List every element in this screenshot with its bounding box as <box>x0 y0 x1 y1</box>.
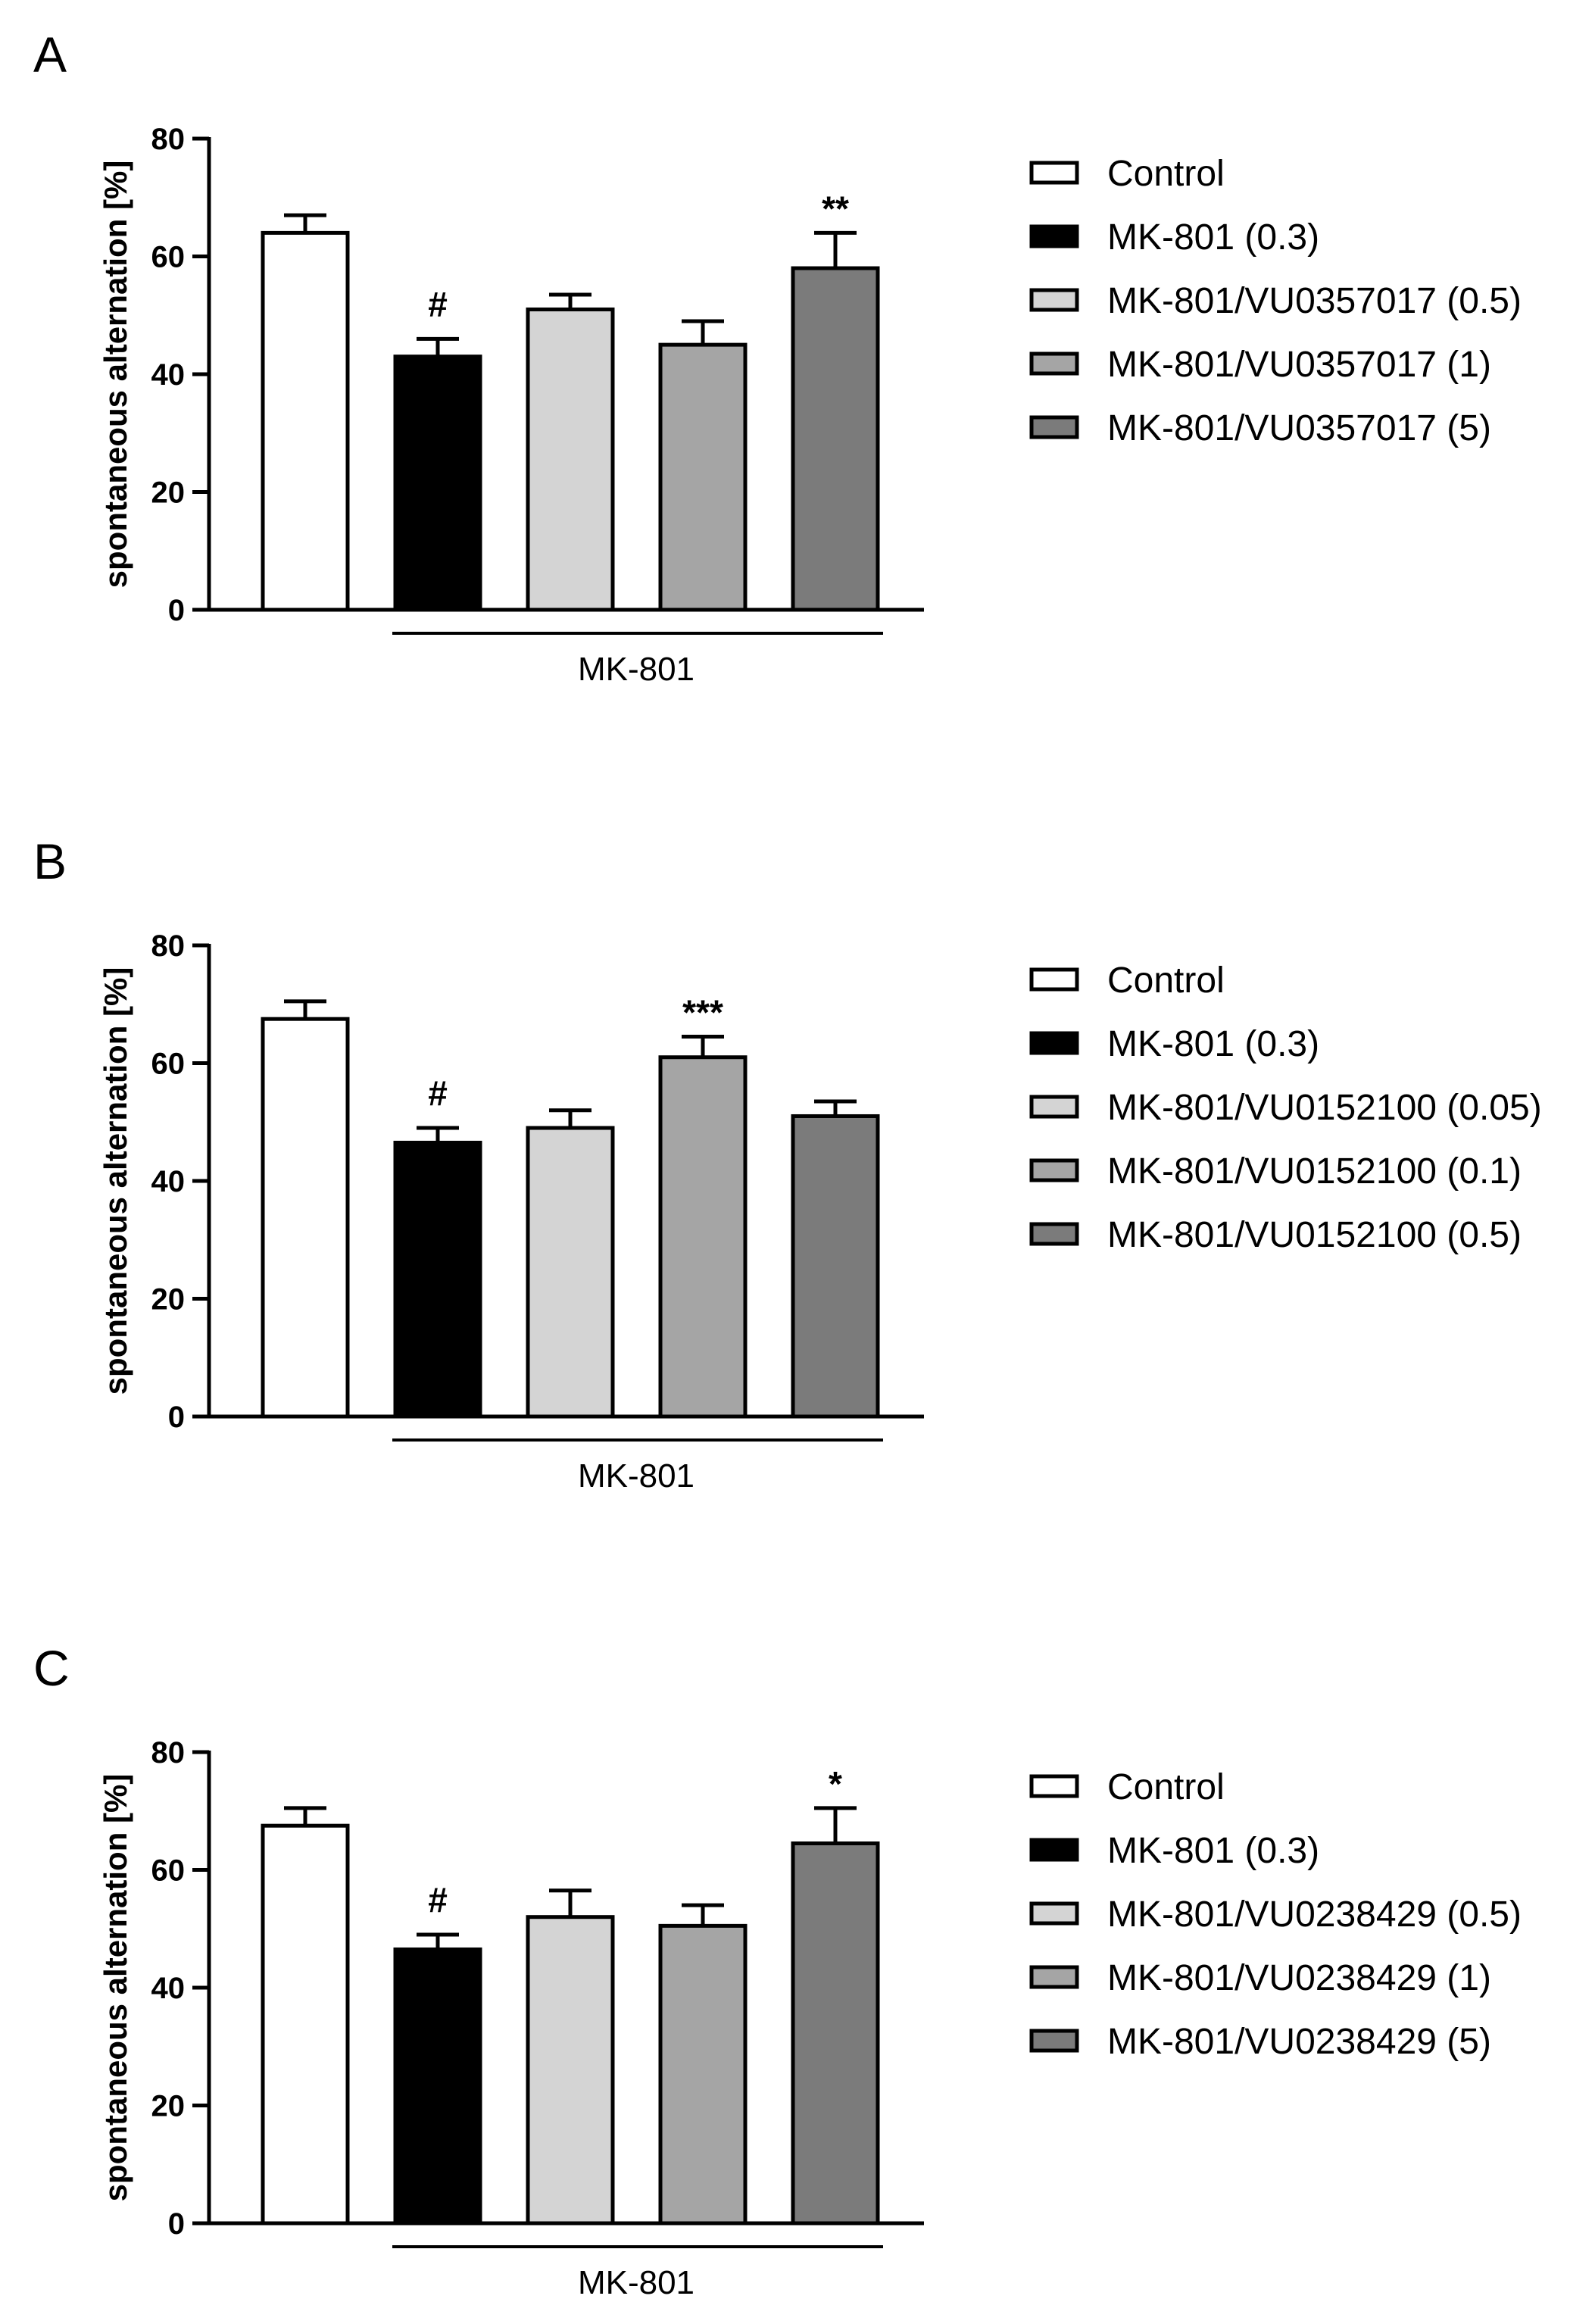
bar-b-0 <box>261 1017 350 1419</box>
bar-c-1 <box>393 1947 482 2226</box>
bar-c-0 <box>261 1823 350 2226</box>
legend-label-b-3: MK-801/VU0152100 (0.1) <box>1107 1151 1522 1192</box>
legend-label-b-2: MK-801/VU0152100 (0.05) <box>1107 1088 1542 1128</box>
y-tick-label-a-0: 0 <box>168 594 185 627</box>
legend-label-c-0: Control <box>1107 1767 1225 1807</box>
legend-label-a-1: MK-801 (0.3) <box>1107 217 1319 258</box>
y-axis-label-c: spontaneous alternation [%] <box>98 1774 133 2202</box>
bar-c-4 <box>791 1841 880 2226</box>
group-label-b: MK-801 <box>578 1457 694 1495</box>
group-label-a: MK-801 <box>578 651 694 688</box>
y-tick-label-c-0: 0 <box>168 2207 185 2241</box>
legend-label-b-4: MK-801/VU0152100 (0.5) <box>1107 1215 1522 1255</box>
y-tick-label-b-60: 60 <box>151 1048 186 1081</box>
legend-label-b-1: MK-801 (0.3) <box>1107 1024 1319 1064</box>
y-tick-label-a-80: 80 <box>151 123 186 156</box>
bar-a-4 <box>791 266 880 612</box>
y-tick-label-a-60: 60 <box>151 241 186 274</box>
legend-swatch-b-2 <box>1029 1095 1079 1119</box>
legend-label-a-3: MK-801/VU0357017 (1) <box>1107 345 1491 385</box>
panel-letter-b: B <box>33 833 67 889</box>
legend-swatch-b-4 <box>1029 1222 1079 1246</box>
legend-swatch-b-0 <box>1029 967 1079 992</box>
legend-swatch-b-3 <box>1029 1158 1079 1182</box>
y-tick-label-b-0: 0 <box>168 1401 185 1434</box>
y-tick-label-b-20: 20 <box>151 1283 186 1317</box>
y-tick-label-c-20: 20 <box>151 2090 186 2123</box>
y-tick-label-b-80: 80 <box>151 929 186 963</box>
bar-b-1 <box>393 1140 482 1419</box>
legend-swatch-a-1 <box>1029 224 1079 248</box>
panel-letter-a: A <box>33 27 67 83</box>
significance-mark-b-1: # <box>428 1073 448 1113</box>
legend-label-a-2: MK-801/VU0357017 (0.5) <box>1107 281 1522 321</box>
bar-a-1 <box>393 355 482 612</box>
legend-swatch-a-0 <box>1029 161 1079 185</box>
significance-mark-c-1: # <box>428 1880 448 1919</box>
y-tick-label-c-80: 80 <box>151 1736 186 1770</box>
legend-label-c-1: MK-801 (0.3) <box>1107 1831 1319 1871</box>
legend-swatch-c-1 <box>1029 1838 1079 1862</box>
legend-label-a-0: Control <box>1107 154 1225 194</box>
group-label-c: MK-801 <box>578 2264 694 2301</box>
significance-mark-c-4: * <box>829 1764 842 1804</box>
significance-mark-a-4: ** <box>822 189 849 228</box>
panel-letter-c: C <box>33 1640 70 1696</box>
bar-a-0 <box>261 230 350 612</box>
legend-swatch-c-3 <box>1029 1965 1079 1989</box>
y-tick-label-c-60: 60 <box>151 1854 186 1888</box>
significance-mark-a-1: # <box>428 284 448 323</box>
bar-c-2 <box>526 1915 615 2226</box>
legend-swatch-c-0 <box>1029 1774 1079 1798</box>
bar-a-3 <box>658 342 748 612</box>
legend-swatch-a-2 <box>1029 288 1079 312</box>
y-axis-label-b: spontaneous alternation [%] <box>98 967 133 1395</box>
bar-b-3 <box>658 1055 748 1419</box>
y-axis-label-a: spontaneous alternation [%] <box>98 161 133 589</box>
legend-swatch-c-2 <box>1029 1901 1079 1926</box>
bar-c-3 <box>658 1923 748 2226</box>
y-tick-label-c-40: 40 <box>151 1972 186 2005</box>
legend-swatch-c-4 <box>1029 2029 1079 2053</box>
legend-swatch-b-1 <box>1029 1031 1079 1055</box>
legend-label-c-2: MK-801/VU0238429 (0.5) <box>1107 1894 1522 1935</box>
legend-label-b-0: Control <box>1107 961 1225 1001</box>
significance-mark-b-3: *** <box>682 993 723 1032</box>
legend-label-a-4: MK-801/VU0357017 (5) <box>1107 408 1491 448</box>
y-tick-label-a-40: 40 <box>151 358 186 392</box>
bar-a-2 <box>526 307 615 612</box>
bar-b-2 <box>526 1126 615 1419</box>
y-tick-label-a-20: 20 <box>151 476 186 510</box>
legend-swatch-a-4 <box>1029 415 1079 439</box>
legend-label-c-3: MK-801/VU0238429 (1) <box>1107 1958 1491 1998</box>
bar-b-4 <box>791 1114 880 1419</box>
legend-swatch-a-3 <box>1029 351 1079 376</box>
legend-label-c-4: MK-801/VU0238429 (5) <box>1107 2022 1491 2062</box>
y-tick-label-b-40: 40 <box>151 1165 186 1198</box>
